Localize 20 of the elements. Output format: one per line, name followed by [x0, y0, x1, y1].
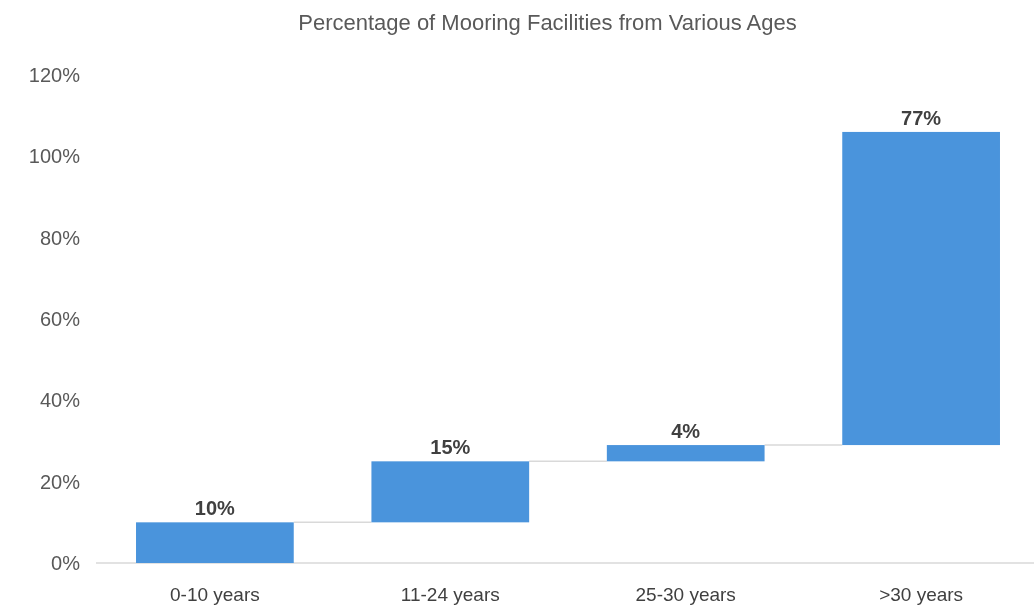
bar	[136, 522, 294, 563]
y-tick-label: 40%	[39, 389, 81, 412]
chart-title: Percentage of Mooring Facilities from Various Ages	[298, 10, 797, 35]
y-tick-label: 20%	[39, 470, 81, 493]
data-label: 10%	[194, 497, 236, 520]
data-label: 4%	[671, 420, 701, 443]
bar	[371, 461, 530, 523]
y-tick-label: 0%	[51, 552, 81, 574]
data-label: 77%	[901, 106, 942, 129]
y-tick-label: 60%	[39, 308, 81, 330]
y-tick-label: 120%	[28, 64, 81, 86]
x-tick-label: 11-24 years	[400, 584, 500, 605]
y-tick-label: 80%	[39, 226, 81, 249]
x-tick-label: 25-30 years	[635, 584, 736, 605]
bar	[606, 445, 765, 462]
data-label: 15%	[430, 436, 471, 459]
y-tick-label: 100%	[28, 145, 81, 168]
x-tick-label: 0-10 years	[169, 584, 260, 605]
bar	[842, 131, 1000, 446]
x-tick-label: >30 years	[879, 584, 964, 605]
